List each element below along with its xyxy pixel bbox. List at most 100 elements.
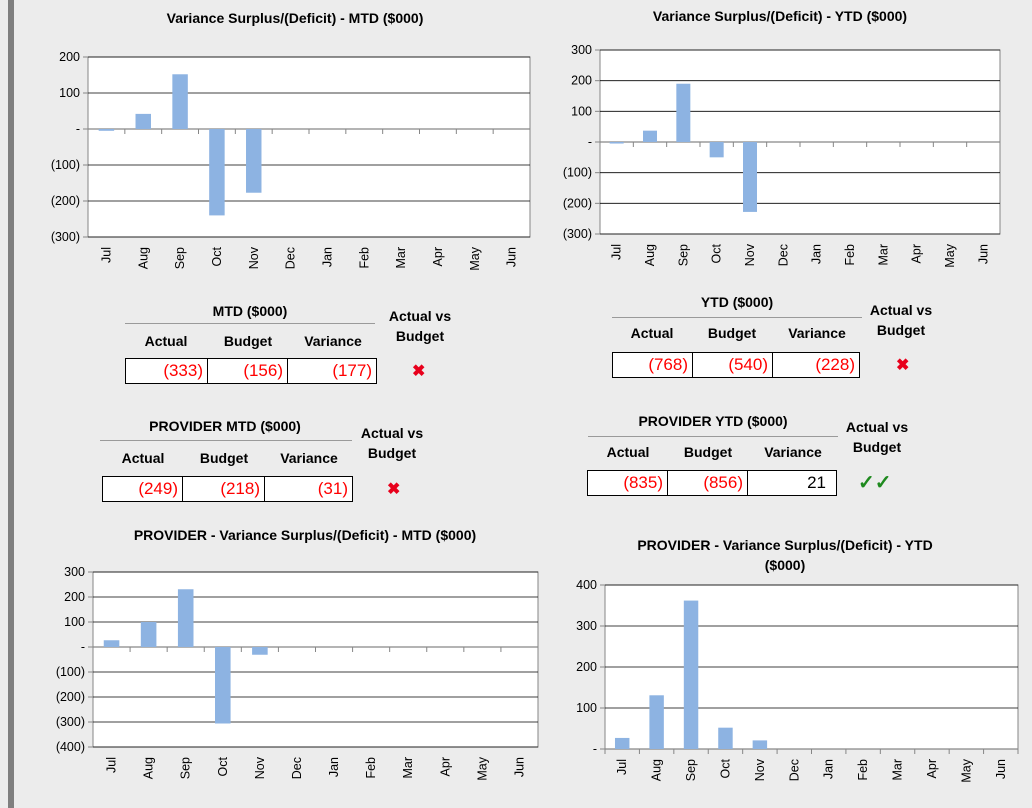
x-tick-label: Aug: [650, 759, 664, 781]
x-tick-label: May: [468, 246, 482, 270]
chart-title-ytd: Variance Surplus/(Deficit) - YTD ($000): [652, 8, 908, 24]
bar: [135, 113, 151, 129]
bar: [743, 142, 757, 212]
x-tick-label: Jul: [105, 757, 119, 773]
y-tick-label: (200): [51, 194, 80, 208]
table-ytd-title: YTD ($000): [700, 294, 774, 310]
x-tick-label: Nov: [253, 756, 267, 779]
x-tick-label: Mar: [401, 757, 415, 779]
table-provider-mtd-title: PROVIDER MTD ($000): [149, 418, 301, 434]
table-provider-ytd-values: (835) (856) 21: [587, 470, 837, 496]
y-tick-label: (100): [51, 158, 80, 172]
table-ytd-rule: [612, 317, 862, 318]
bar: [683, 600, 699, 749]
x-tick-label: Feb: [364, 757, 378, 779]
avb-line1: Actual vs: [360, 425, 424, 441]
x-tick-label: Oct: [710, 243, 724, 263]
y-tick-label: 300: [576, 619, 597, 633]
table-ytd-budget-header: Budget: [707, 325, 757, 341]
y-tick-label: (300): [56, 715, 85, 729]
avb-line2: Budget: [852, 439, 902, 455]
chart-title-mtd: Variance Surplus/(Deficit) - MTD ($000): [166, 10, 424, 26]
y-tick-label: 300: [64, 565, 85, 579]
table-provider-ytd-budget: (856): [668, 471, 748, 495]
table-provider-ytd-variance: 21: [807, 473, 826, 492]
table-ytd-values: (768) (540) (228): [612, 352, 860, 378]
avb-line1: Actual vs: [388, 308, 452, 324]
table-provider-ytd-actual: (835): [588, 471, 668, 495]
table-provider-ytd-title: PROVIDER YTD ($000): [638, 413, 788, 429]
y-tick-label: 200: [59, 50, 80, 64]
table-provider-mtd-budget: (218): [183, 477, 265, 501]
x-tick-label: Nov: [753, 758, 767, 781]
y-tick-label: 100: [576, 701, 597, 715]
x-tick-label: Aug: [142, 757, 156, 779]
bar: [614, 737, 630, 749]
x-tick-label: Sep: [676, 244, 690, 266]
x-tick-label: Dec: [787, 759, 801, 781]
table-mtd-budget: (156): [208, 359, 288, 383]
y-tick-label: -: [588, 135, 592, 149]
x-tick-label: May: [475, 756, 489, 780]
x-tick-label: Sep: [684, 759, 698, 781]
x-tick-label: Apr: [910, 244, 924, 263]
bar: [103, 640, 120, 647]
table-ytd-actual: (768): [613, 353, 693, 377]
x-tick-label: Mar: [876, 244, 890, 266]
x-tick-label: Apr: [925, 759, 939, 778]
table-provider-mtd-rule: [100, 440, 352, 441]
x-tick-label: Apr: [438, 757, 452, 776]
bar: [246, 129, 262, 193]
table-provider-mtd-actual-header: Actual: [121, 450, 165, 466]
bar: [752, 740, 768, 749]
x-tick-label: Oct: [718, 758, 732, 778]
bar: [177, 589, 194, 647]
table-provider-mtd-budget-header: Budget: [199, 450, 249, 466]
bar: [643, 130, 657, 142]
x-tick-label: Jul: [615, 759, 629, 775]
avb-line2: Budget: [395, 328, 445, 344]
x-tick-label: Jan: [327, 757, 341, 777]
table-provider-ytd-rule: [588, 436, 838, 437]
avb-line2: Budget: [876, 322, 926, 338]
chart-title-provider-ytd-line2: ($000): [764, 557, 806, 573]
x-tick-label: Aug: [136, 247, 150, 269]
x-tick-label: Jun: [976, 244, 990, 264]
table-ytd-variance: (228): [815, 355, 855, 374]
bar: [252, 647, 268, 655]
table-mtd-actual-header: Actual: [144, 333, 188, 349]
y-tick-label: (100): [56, 665, 85, 679]
bar: [649, 695, 664, 749]
x-tick-label: Dec: [776, 244, 790, 266]
x-tick-label: Jun: [512, 757, 526, 777]
x-tick-label: Jun: [505, 247, 519, 267]
table-mtd-variance-header: Variance: [304, 333, 362, 349]
x-tick-label: Jan: [810, 244, 824, 264]
table-provider-mtd-actual-vs-budget-label: Actual vs Budget: [347, 423, 437, 463]
cross-icon: ✖: [412, 363, 426, 380]
table-mtd-variance: (177): [332, 361, 372, 380]
bar: [209, 129, 225, 216]
table-ytd-actual-header: Actual: [630, 325, 674, 341]
y-tick-label: (200): [563, 196, 592, 210]
chart-title-provider-ytd: PROVIDER - Variance Surplus/(Deficit) - …: [565, 535, 1005, 575]
x-tick-label: Dec: [284, 247, 298, 269]
x-tick-label: Apr: [431, 247, 445, 266]
table-provider-mtd-variance: (31): [317, 479, 348, 498]
plot-area: [87, 56, 531, 238]
x-tick-label: Mar: [891, 759, 905, 781]
bar: [140, 622, 157, 647]
x-tick-label: Jan: [822, 759, 836, 779]
table-provider-mtd-values: (249) (218) (31): [102, 476, 353, 502]
avb-line2: Budget: [367, 445, 417, 461]
y-tick-label: 100: [64, 615, 85, 629]
double-check-icon: ✓✓: [858, 472, 892, 494]
x-tick-label: Aug: [643, 244, 657, 266]
y-tick-label: -: [593, 742, 597, 756]
y-tick-label: 100: [571, 104, 592, 118]
cross-icon: ✖: [387, 481, 401, 498]
x-tick-label: Jul: [99, 247, 113, 263]
chart-title-provider-mtd: PROVIDER - Variance Surplus/(Deficit) - …: [133, 527, 477, 543]
y-tick-label: 200: [64, 590, 85, 604]
